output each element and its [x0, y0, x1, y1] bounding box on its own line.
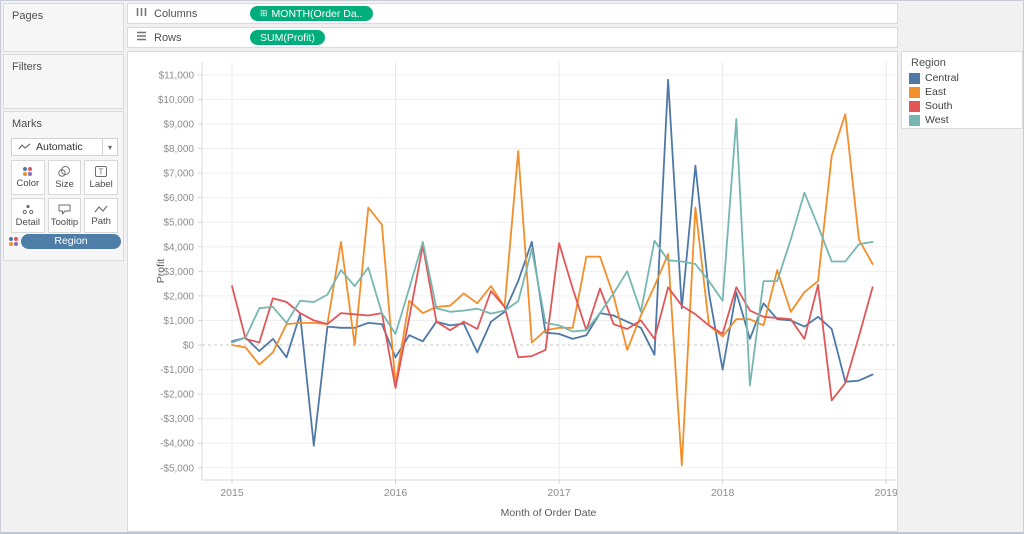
rows-icon [136, 31, 150, 44]
svg-text:$1,000: $1,000 [163, 316, 194, 327]
size-button[interactable]: Size [47, 160, 82, 195]
color-button-label: Color [16, 177, 40, 189]
path-button-label: Path [91, 215, 111, 227]
legend-item-west[interactable]: West [902, 114, 1022, 128]
detail-button-label: Detail [15, 216, 40, 228]
profit-line-chart[interactable]: $11,000 $10,000 $9,000 $8,000 $7,000 $6,000 $5… [128, 52, 897, 531]
legend-item-south[interactable]: South [902, 100, 1022, 114]
region-pill[interactable]: Region [21, 234, 121, 249]
detail-icon [22, 204, 34, 214]
size-icon [58, 165, 71, 177]
columns-shelf[interactable]: Columns ⊞ MONTH(Order Da.. [127, 3, 898, 24]
columns-shelf-label: Columns [154, 7, 198, 20]
tooltip-icon [58, 204, 71, 214]
pages-shelf[interactable]: Pages [3, 3, 124, 52]
tooltip-button-label: Tooltip [50, 216, 79, 228]
path-button[interactable]: Path [84, 198, 118, 233]
svg-text:2017: 2017 [547, 487, 571, 499]
chevron-down-icon[interactable]: ▾ [102, 138, 118, 156]
color-shelf-icon [9, 237, 18, 246]
central-swatch [909, 72, 920, 84]
svg-text:$3,000: $3,000 [163, 267, 194, 278]
mark-type-value: Automatic [36, 141, 83, 153]
marks-label: Marks [12, 118, 42, 130]
svg-text:-$4,000: -$4,000 [160, 439, 194, 450]
west-swatch [909, 114, 920, 126]
svg-text:$10,000: $10,000 [158, 95, 195, 106]
expand-icon[interactable]: ⊞ [260, 8, 268, 18]
columns-pill[interactable]: ⊞ MONTH(Order Da.. [250, 6, 373, 21]
svg-text:2019: 2019 [875, 487, 897, 499]
path-icon [94, 205, 108, 212]
marks-buttons: Color Size T Label Detail [11, 160, 118, 233]
svg-text:-$5,000: -$5,000 [160, 463, 194, 474]
series-line-central[interactable] [231, 78, 874, 447]
label-button[interactable]: T Label [84, 160, 118, 195]
mark-type-dropdown[interactable]: Automatic ▾ [11, 138, 118, 156]
svg-text:$11,000: $11,000 [159, 70, 195, 81]
rows-pill-label: SUM(Profit) [260, 31, 315, 44]
columns-icon [136, 7, 150, 20]
filters-shelf[interactable]: Filters [3, 54, 124, 109]
filters-label: Filters [12, 61, 42, 73]
marks-card: Marks Automatic ▾ Color Size [3, 111, 124, 261]
svg-text:Profit: Profit [155, 259, 167, 284]
svg-text:$2,000: $2,000 [163, 291, 194, 302]
legend-item-central[interactable]: Central [902, 72, 1022, 86]
svg-text:$9,000: $9,000 [163, 119, 194, 130]
svg-text:$0: $0 [183, 341, 195, 352]
svg-text:2018: 2018 [711, 487, 735, 499]
tooltip-button[interactable]: Tooltip [47, 198, 82, 233]
svg-text:$7,000: $7,000 [163, 169, 194, 180]
svg-text:$5,000: $5,000 [163, 218, 194, 229]
series-line-south[interactable] [231, 242, 874, 402]
series-line-west[interactable] [231, 118, 874, 387]
svg-text:2015: 2015 [220, 487, 244, 499]
chart-canvas[interactable]: $11,000 $10,000 $9,000 $8,000 $7,000 $6,000 $5… [127, 51, 898, 532]
rows-pill[interactable]: SUM(Profit) [250, 30, 325, 45]
svg-text:$4,000: $4,000 [163, 242, 194, 253]
rows-shelf-label: Rows [154, 31, 182, 44]
color-button[interactable]: Color [11, 160, 45, 195]
line-mark-icon [18, 143, 31, 150]
svg-text:$8,000: $8,000 [163, 144, 194, 155]
legend-title: Region [911, 57, 946, 69]
svg-text:2016: 2016 [384, 487, 408, 499]
region-legend[interactable]: Region Central East South West [901, 51, 1023, 129]
label-button-label: Label [89, 178, 113, 190]
color-icon [23, 166, 33, 176]
south-swatch [909, 100, 920, 112]
svg-text:$6,000: $6,000 [163, 193, 194, 204]
svg-text:-$2,000: -$2,000 [160, 390, 194, 401]
svg-text:T: T [99, 167, 104, 176]
legend-item-east[interactable]: East [902, 86, 1022, 100]
size-button-label: Size [55, 178, 74, 190]
svg-text:Month of Order Date: Month of Order Date [501, 507, 597, 519]
svg-text:-$1,000: -$1,000 [160, 365, 194, 376]
pages-label: Pages [12, 10, 44, 22]
columns-pill-label: MONTH(Order Da.. [271, 7, 363, 20]
svg-text:-$3,000: -$3,000 [160, 414, 194, 425]
label-icon: T [95, 165, 108, 177]
detail-button[interactable]: Detail [11, 198, 45, 233]
rows-shelf[interactable]: Rows SUM(Profit) [127, 27, 898, 48]
east-swatch [909, 86, 920, 98]
